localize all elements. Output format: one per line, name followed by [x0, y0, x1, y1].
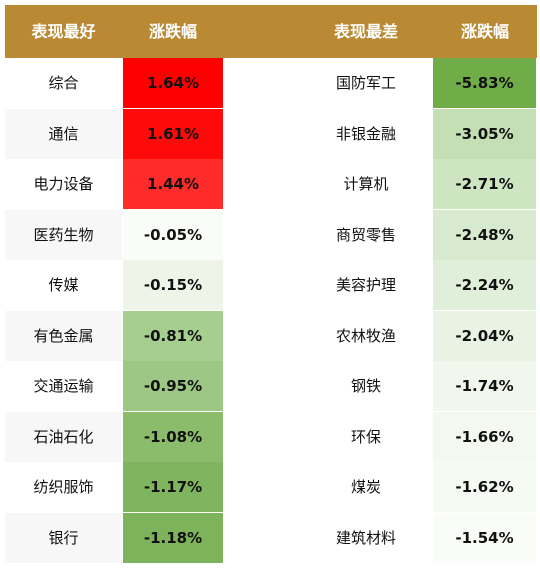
table-row: 交通运输 -0.95% 钢铁 -1.74% — [0, 361, 540, 411]
worst-industry-change: -1.62% — [433, 462, 536, 512]
best-industry-name: 电力设备 — [5, 159, 122, 209]
best-industry-name: 通信 — [5, 109, 122, 159]
worst-industry-change: -5.83% — [433, 58, 536, 108]
best-industry-change: -0.95% — [123, 361, 223, 411]
best-industry-change: -1.18% — [123, 513, 223, 563]
best-industry-name: 纺织服饰 — [5, 462, 122, 512]
table-row: 电力设备 1.44% 计算机 -2.71% — [0, 159, 540, 209]
header-best-change-label: 涨跌幅 — [148, 22, 197, 41]
worst-industry-change: -2.71% — [433, 159, 536, 209]
worst-industry-change: -3.05% — [433, 109, 536, 159]
worst-industry-name: 环保 — [350, 428, 381, 446]
table-row: 综合 1.64% 国防军工 -5.83% — [0, 58, 540, 108]
table-row: 纺织服饰 -1.17% 煤炭 -1.62% — [0, 462, 540, 512]
worst-industry-change: -2.48% — [433, 210, 536, 260]
worst-industry-change: -1.74% — [433, 361, 536, 411]
header-worst-change-label: 涨跌幅 — [460, 22, 509, 41]
best-industry-change: -0.05% — [123, 210, 223, 260]
table-row: 有色金属 -0.81% 农林牧渔 -2.04% — [0, 311, 540, 361]
best-industry-change: -1.08% — [123, 412, 223, 462]
header-worst-label: 表现最差 — [333, 22, 398, 41]
best-industry-change: 1.61% — [123, 109, 223, 159]
worst-industry-name: 美容护理 — [335, 276, 396, 294]
worst-industry-name: 煤炭 — [350, 478, 381, 496]
best-industry-name: 有色金属 — [5, 311, 122, 361]
table-row: 通信 1.61% 非银金融 -3.05% — [0, 109, 540, 159]
best-industry-name: 石油石化 — [5, 412, 122, 462]
worst-industry-name: 建筑材料 — [335, 529, 396, 547]
best-industry-change: -1.17% — [123, 462, 223, 512]
worst-industry-name: 商贸零售 — [335, 226, 396, 244]
worst-industry-name: 非银金融 — [335, 125, 396, 143]
best-industry-name: 综合 — [5, 58, 122, 108]
best-industry-change: 1.64% — [123, 58, 223, 108]
header-best-label: 表现最好 — [31, 22, 96, 41]
worst-industry-name: 钢铁 — [350, 377, 381, 395]
worst-industry-change: -1.66% — [433, 412, 536, 462]
worst-industry-change: -2.04% — [433, 311, 536, 361]
worst-industry-name: 计算机 — [343, 175, 389, 193]
worst-industry-name: 国防军工 — [335, 74, 396, 92]
table-header: 表现最好 涨跌幅 表现最差 涨跌幅 — [5, 5, 537, 58]
best-industry-name: 医药生物 — [5, 210, 122, 260]
table-row: 医药生物 -0.05% 商贸零售 -2.48% — [0, 210, 540, 260]
table-row: 银行 -1.18% 建筑材料 -1.54% — [0, 513, 540, 563]
best-industry-name: 银行 — [5, 513, 122, 563]
worst-industry-change: -2.24% — [433, 260, 536, 310]
best-industry-name: 交通运输 — [5, 361, 122, 411]
best-industry-name: 传媒 — [5, 260, 122, 310]
worst-industry-name: 农林牧渔 — [335, 327, 396, 345]
best-industry-change: 1.44% — [123, 159, 223, 209]
table-row: 石油石化 -1.08% 环保 -1.66% — [0, 412, 540, 462]
table-row: 传媒 -0.15% 美容护理 -2.24% — [0, 260, 540, 310]
best-industry-change: -0.15% — [123, 260, 223, 310]
best-industry-change: -0.81% — [123, 311, 223, 361]
worst-industry-change: -1.54% — [433, 513, 536, 563]
